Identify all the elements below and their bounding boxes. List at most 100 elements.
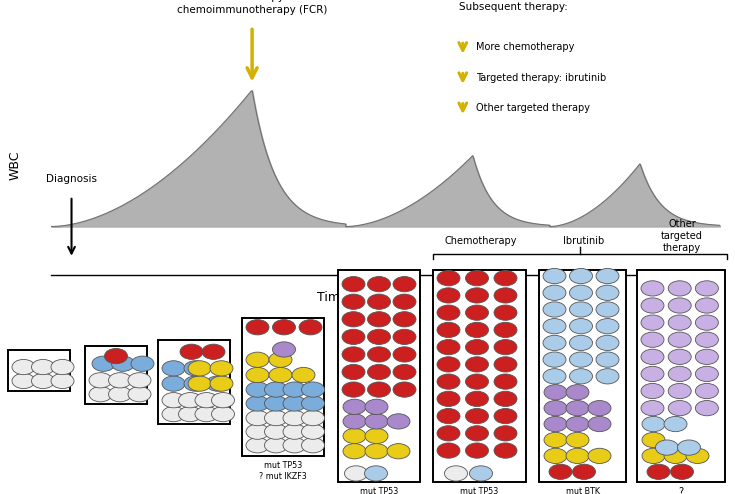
Text: mut BTK
mut PLCγ2
del(8p) +
other: mut BTK mut PLCγ2 del(8p) + other — [561, 488, 604, 494]
Circle shape — [437, 339, 460, 355]
Circle shape — [695, 315, 718, 330]
Text: ?: ? — [678, 488, 684, 494]
Circle shape — [437, 426, 460, 441]
Text: Time: Time — [317, 291, 348, 304]
Circle shape — [162, 407, 185, 422]
Circle shape — [437, 443, 460, 458]
Circle shape — [544, 401, 567, 416]
Circle shape — [668, 367, 691, 381]
Circle shape — [494, 288, 517, 303]
Circle shape — [544, 416, 567, 432]
Circle shape — [588, 448, 611, 463]
Circle shape — [342, 347, 365, 362]
Circle shape — [368, 277, 390, 292]
Circle shape — [387, 444, 410, 459]
Circle shape — [570, 352, 592, 367]
Circle shape — [301, 411, 324, 426]
Circle shape — [393, 312, 416, 327]
Circle shape — [695, 298, 718, 313]
Circle shape — [494, 357, 517, 372]
Circle shape — [465, 339, 489, 355]
Circle shape — [668, 349, 691, 365]
Circle shape — [641, 383, 664, 399]
Circle shape — [596, 268, 619, 284]
Circle shape — [641, 298, 664, 313]
Circle shape — [368, 312, 390, 327]
Circle shape — [494, 339, 517, 355]
Circle shape — [465, 322, 489, 337]
Circle shape — [342, 277, 365, 292]
Text: Subsequent therapy:: Subsequent therapy: — [459, 2, 568, 12]
Circle shape — [695, 383, 718, 399]
Circle shape — [343, 444, 366, 459]
Circle shape — [549, 464, 572, 479]
Circle shape — [246, 411, 269, 426]
Circle shape — [641, 281, 664, 296]
Text: Other targeted therapy: Other targeted therapy — [476, 103, 590, 113]
Circle shape — [393, 382, 416, 397]
Circle shape — [128, 372, 151, 388]
Circle shape — [596, 302, 619, 317]
Circle shape — [641, 349, 664, 365]
Circle shape — [668, 298, 691, 313]
Circle shape — [162, 393, 185, 408]
Circle shape — [246, 320, 269, 335]
Circle shape — [668, 401, 691, 416]
Circle shape — [104, 348, 127, 364]
Circle shape — [131, 356, 154, 371]
Circle shape — [465, 305, 489, 320]
Circle shape — [641, 332, 664, 347]
Circle shape — [246, 424, 269, 439]
Circle shape — [184, 361, 207, 376]
Bar — [242, 318, 324, 455]
Circle shape — [283, 396, 306, 411]
Circle shape — [570, 268, 592, 284]
Circle shape — [465, 391, 489, 407]
Circle shape — [544, 448, 567, 463]
Circle shape — [210, 376, 233, 391]
Circle shape — [437, 357, 460, 372]
Circle shape — [543, 319, 566, 334]
Circle shape — [273, 320, 295, 335]
Circle shape — [184, 376, 207, 391]
Circle shape — [342, 312, 365, 327]
Bar — [85, 346, 147, 405]
Circle shape — [195, 407, 218, 422]
Text: First therapy:
chemoimmunotherapy (FCR): First therapy: chemoimmunotherapy (FCR) — [177, 0, 327, 15]
Circle shape — [180, 344, 203, 360]
Circle shape — [570, 369, 592, 384]
Circle shape — [642, 416, 665, 432]
Circle shape — [544, 385, 567, 400]
Bar — [338, 270, 420, 482]
Text: More chemotherapy: More chemotherapy — [476, 42, 575, 52]
Circle shape — [195, 393, 218, 408]
Circle shape — [292, 368, 315, 383]
Circle shape — [162, 376, 185, 391]
Circle shape — [596, 285, 619, 300]
Circle shape — [664, 416, 687, 432]
Circle shape — [543, 268, 566, 284]
Circle shape — [299, 320, 322, 335]
Circle shape — [494, 391, 517, 407]
Text: Targeted therapy: ibrutinib: Targeted therapy: ibrutinib — [476, 73, 606, 82]
Circle shape — [387, 414, 410, 429]
Circle shape — [365, 399, 388, 414]
Bar — [539, 270, 626, 482]
Circle shape — [162, 361, 185, 376]
Circle shape — [695, 367, 718, 381]
Circle shape — [641, 367, 664, 381]
Circle shape — [393, 347, 416, 362]
Circle shape — [188, 376, 211, 391]
Circle shape — [283, 438, 306, 453]
Circle shape — [437, 271, 460, 286]
Circle shape — [343, 399, 366, 414]
Circle shape — [265, 424, 287, 439]
Circle shape — [345, 466, 368, 481]
Circle shape — [273, 342, 295, 357]
Circle shape — [695, 281, 718, 296]
Circle shape — [596, 335, 619, 351]
Circle shape — [664, 448, 687, 463]
Circle shape — [596, 319, 619, 334]
Circle shape — [112, 356, 135, 371]
Circle shape — [342, 382, 365, 397]
